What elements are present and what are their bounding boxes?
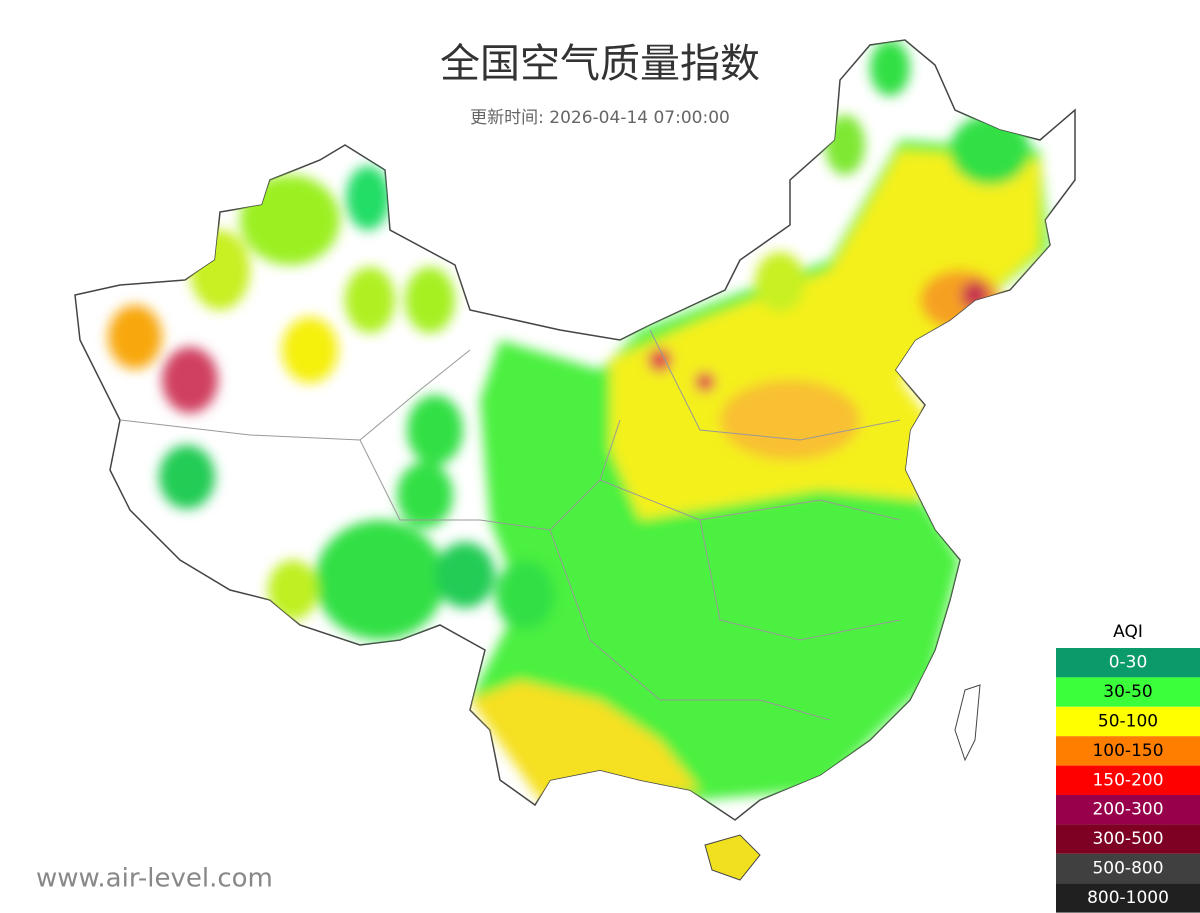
legend-label: 300-500 xyxy=(1092,829,1163,849)
legend-label: 200-300 xyxy=(1092,800,1163,820)
legend-swatch xyxy=(1056,706,1200,737)
legend-swatch xyxy=(1056,853,1200,884)
legend-swatch xyxy=(1056,883,1200,913)
hainan xyxy=(704,834,761,881)
legend-swatch xyxy=(1056,765,1200,795)
legend-swatch xyxy=(1056,648,1200,678)
legend-swatch xyxy=(1056,824,1200,854)
legend-label: 100-150 xyxy=(1092,741,1163,761)
subtitle: 更新时间: 2026-04-14 07:00:00 xyxy=(470,108,730,128)
legend-swatch xyxy=(1056,736,1200,766)
watermark: www.air-level.com xyxy=(36,864,273,894)
aqi-surface xyxy=(108,40,1050,800)
title: 全国空气质量指数 xyxy=(440,41,760,87)
province-borders xyxy=(119,329,901,721)
taiwan xyxy=(954,684,981,762)
legend-label: 30-50 xyxy=(1103,682,1152,702)
legend-label: 500-800 xyxy=(1092,859,1163,879)
legend-title: AQI xyxy=(1113,622,1143,642)
legend-swatch xyxy=(1056,677,1200,707)
legend-swatch xyxy=(1056,795,1200,825)
legend-label: 50-100 xyxy=(1098,712,1158,732)
legend-label: 0-30 xyxy=(1109,653,1148,673)
legend-label: 800-1000 xyxy=(1087,888,1169,908)
legend-label: 150-200 xyxy=(1092,770,1163,790)
legend: 0-30 30-50 50-100 100-150 150-200 200-300 300-… xyxy=(1056,648,1200,913)
